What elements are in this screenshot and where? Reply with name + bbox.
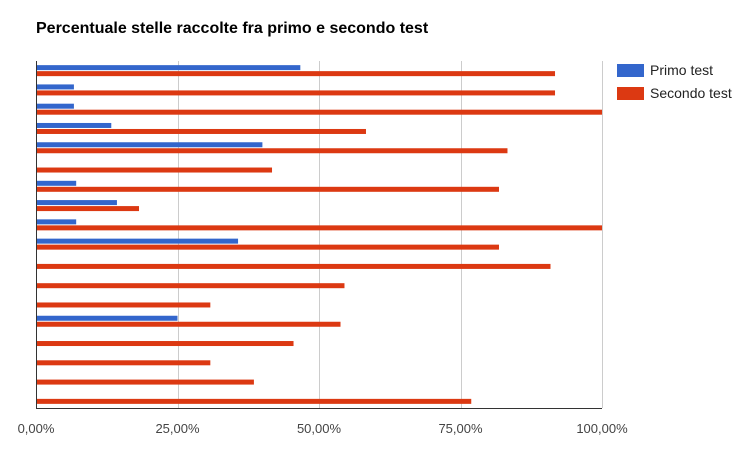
bar-secondo-test xyxy=(36,379,254,385)
bars xyxy=(36,65,602,404)
bar-secondo-test xyxy=(36,186,499,192)
bar-secondo-test xyxy=(36,71,556,77)
bar-secondo-test xyxy=(36,225,602,231)
bar-secondo-test xyxy=(36,109,602,115)
x-tick-label: 100,00% xyxy=(576,421,628,436)
bar-secondo-test xyxy=(36,244,499,250)
bar-primo-test xyxy=(36,122,112,128)
x-tick-label: 25,00% xyxy=(155,421,200,436)
bar-primo-test xyxy=(36,180,77,186)
legend-swatch-primo-test xyxy=(617,63,644,77)
bar-secondo-test xyxy=(36,283,345,289)
legend-label-primo-test: Primo test xyxy=(650,62,714,78)
bar-primo-test xyxy=(36,315,178,321)
legend-item-primo-test: Primo test xyxy=(617,60,732,80)
bar-secondo-test xyxy=(36,398,472,404)
bar-secondo-test xyxy=(36,167,273,173)
chart-title: Percentuale stelle raccolte fra primo e … xyxy=(36,20,429,37)
bar-secondo-test xyxy=(36,302,211,308)
x-tick-labels: 0,00% 25,00% 50,00% 75,00% 100,00% xyxy=(18,421,629,436)
bar-secondo-test xyxy=(36,321,341,327)
legend: Primo test Secondo test xyxy=(617,60,732,106)
bar-primo-test xyxy=(36,84,74,90)
bar-primo-test xyxy=(36,200,117,206)
bar-secondo-test xyxy=(36,148,508,154)
x-tick-label: 75,00% xyxy=(438,421,483,436)
bar-secondo-test xyxy=(36,90,556,96)
legend-label-secondo-test: Secondo test xyxy=(650,85,732,101)
bar-primo-test xyxy=(36,65,301,71)
bar-secondo-test xyxy=(36,128,366,134)
bar-secondo-test xyxy=(36,263,551,269)
bar-secondo-test xyxy=(36,206,140,212)
axes xyxy=(36,61,602,409)
bar-primo-test xyxy=(36,219,77,225)
x-tick-label: 50,00% xyxy=(297,421,342,436)
bar-primo-test xyxy=(36,103,74,109)
bar-secondo-test xyxy=(36,360,211,366)
x-tick-label: 0,00% xyxy=(18,421,55,436)
bar-primo-test xyxy=(36,238,239,244)
legend-item-secondo-test: Secondo test xyxy=(617,83,732,103)
legend-swatch-secondo-test xyxy=(617,86,644,100)
bar-secondo-test xyxy=(36,341,294,347)
bar-primo-test xyxy=(36,142,263,148)
